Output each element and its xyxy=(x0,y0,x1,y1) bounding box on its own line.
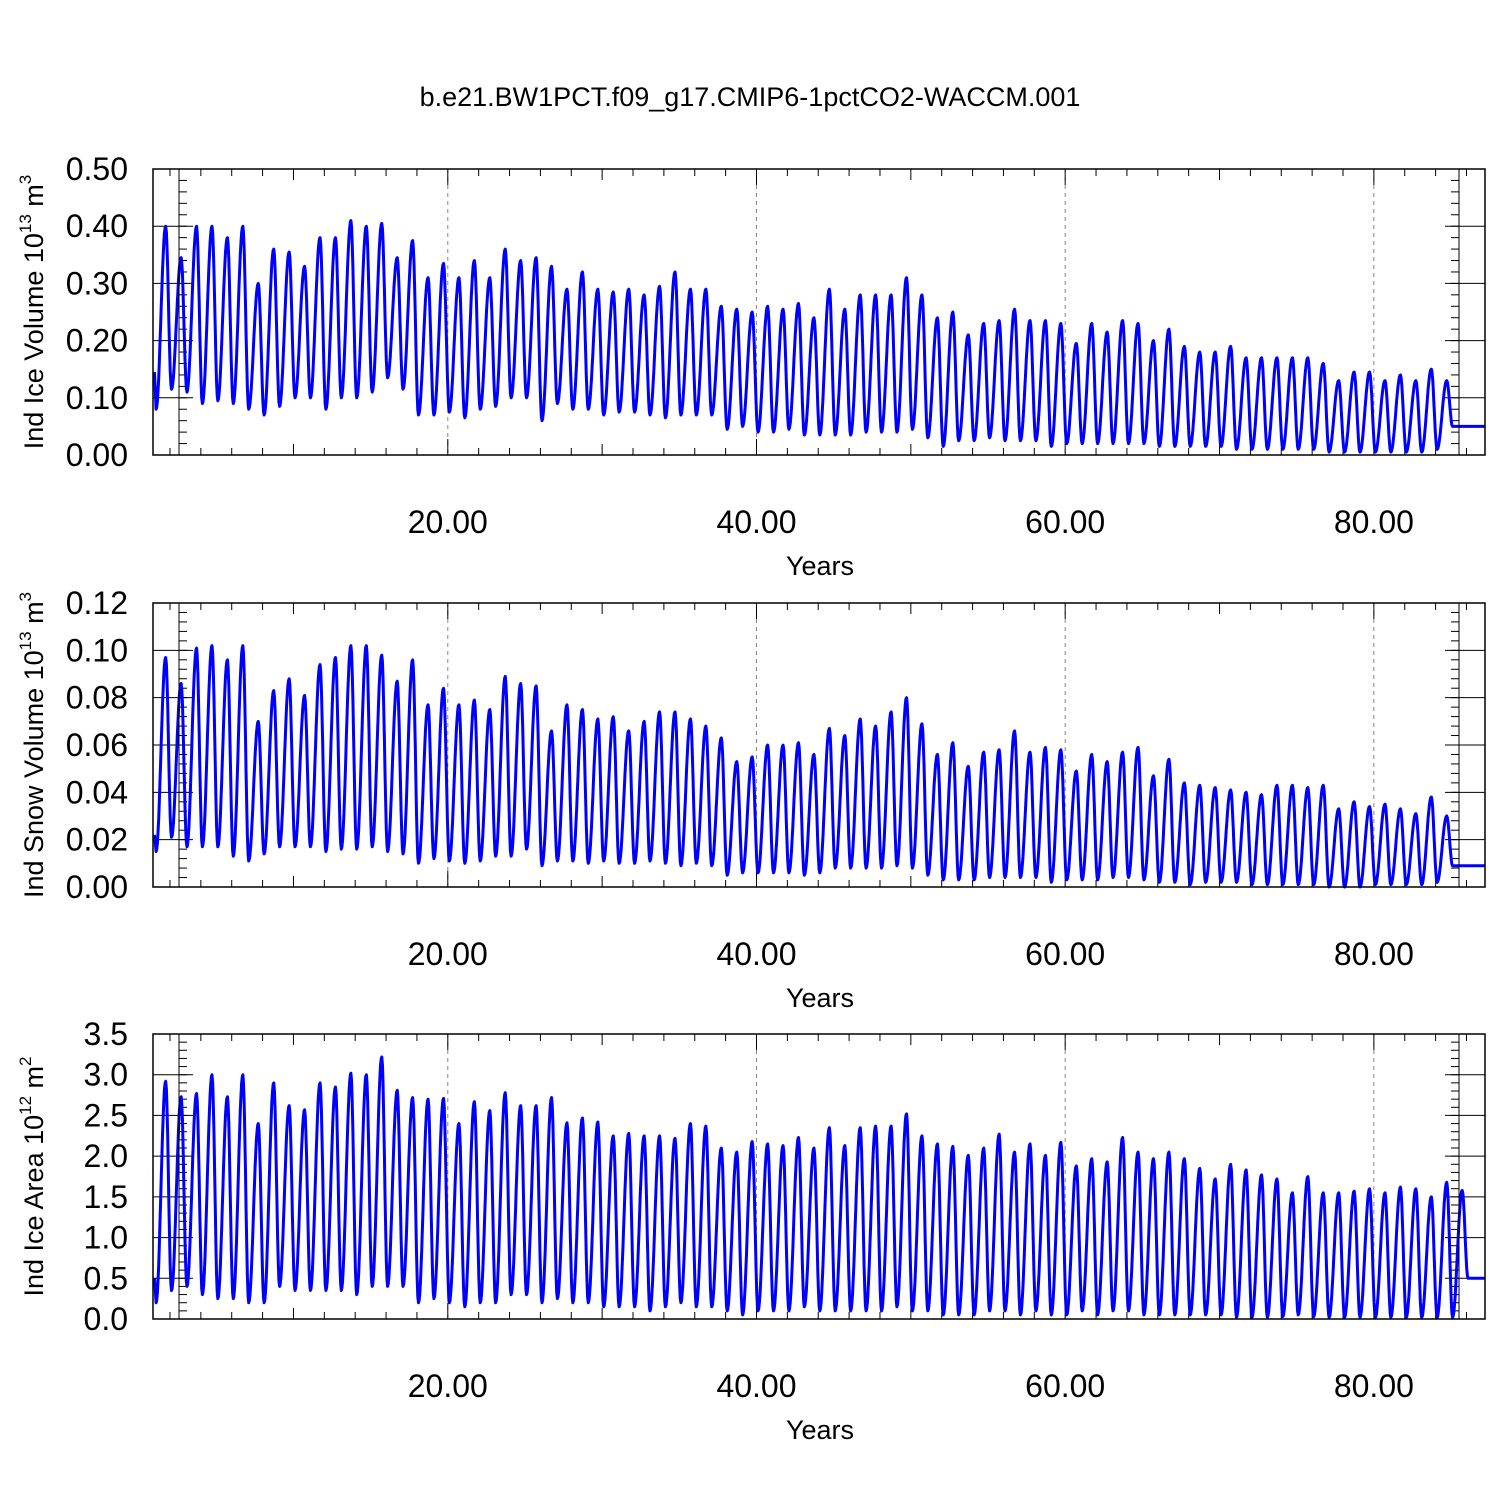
ice-volume-x-tick-label: 40.00 xyxy=(716,504,796,540)
figure-title: b.e21.BW1PCT.f09_g17.CMIP6-1pctCO2-WACCM… xyxy=(420,82,1081,112)
snow-volume-y-axis-label-exp: 13 xyxy=(16,631,35,650)
snow-volume-series-line xyxy=(153,644,1485,889)
snow-volume-y-tick-label: 0.00 xyxy=(66,869,128,905)
ice-area-x-tick-label: 80.00 xyxy=(1334,1368,1414,1404)
ice-area-y-axis-label: Ind Ice Area 1012 m2 xyxy=(16,1056,49,1296)
ice-volume-y-axis-label-exp: 13 xyxy=(16,214,35,233)
snow-volume-y-axis-label-unit-exp: 3 xyxy=(16,592,35,601)
ice-area-y-axis-label-text: Ind Ice Area 10 xyxy=(19,1115,49,1297)
snow-volume-y-tick-label: 0.12 xyxy=(66,585,128,621)
snow-volume-x-tick-label: 80.00 xyxy=(1334,936,1414,972)
snow-volume-plot-frame xyxy=(152,602,1486,888)
ice-area-x-axis-label: Years xyxy=(786,1415,854,1445)
ice-volume-y-axis-label-text: Ind Ice Volume 10 xyxy=(19,233,49,449)
ice-area-y-tick-label: 0.0 xyxy=(84,1301,128,1337)
snow-volume-y-tick-label: 0.02 xyxy=(66,822,128,858)
snow-volume-y-tick-label: 0.04 xyxy=(66,774,128,810)
ice-volume-panel: 0.00 0.10 0.20 0.30 0.40 0.50 20.00 40.00 60.00 8… xyxy=(16,151,1486,581)
ice-volume-series-line xyxy=(153,219,1485,454)
ice-area-y-tick-label: 0.5 xyxy=(84,1260,128,1296)
ice-area-series-line xyxy=(153,1055,1485,1319)
snow-volume-y-axis-label: Ind Snow Volume 1013 m3 xyxy=(16,592,49,898)
ice-area-y-tick-label: 2.0 xyxy=(84,1138,128,1174)
ice-volume-y-tick-label: 0.00 xyxy=(66,437,128,473)
snow-volume-y-tick-label: 0.08 xyxy=(66,680,128,716)
ice-area-y-axis-label-unit-exp: 2 xyxy=(16,1056,35,1065)
ice-area-x-tick-label: 20.00 xyxy=(408,1368,488,1404)
ice-volume-y-tick-label: 0.30 xyxy=(66,265,128,301)
ice-area-x-tick-label: 60.00 xyxy=(1025,1368,1105,1404)
ice-volume-y-tick-label: 0.50 xyxy=(66,151,128,187)
ice-area-y-tick-label: 1.0 xyxy=(84,1220,128,1256)
snow-volume-y-axis-label-unit: m xyxy=(19,601,49,631)
ice-volume-plot-frame xyxy=(152,168,1486,456)
ice-volume-y-axis-label: Ind Ice Volume 1013 m3 xyxy=(16,175,49,450)
ice-volume-y-tick-label: 0.10 xyxy=(66,380,128,416)
ice-volume-y-tick-label: 0.20 xyxy=(66,323,128,359)
ice-volume-x-axis-label: Years xyxy=(786,551,854,581)
ice-area-y-tick-label: 3.0 xyxy=(84,1057,128,1093)
ice-volume-y-axis-label-unit-exp: 3 xyxy=(16,175,35,184)
snow-volume-y-tick-label: 0.06 xyxy=(66,727,128,763)
snow-volume-x-axis-label: Years xyxy=(786,983,854,1013)
ice-area-y-axis-label-exp: 12 xyxy=(16,1096,35,1115)
snow-volume-x-tick-label: 40.00 xyxy=(716,936,796,972)
ice-area-plot-frame xyxy=(152,1033,1486,1320)
snow-volume-x-tick-label: 20.00 xyxy=(408,936,488,972)
ice-volume-y-tick-label: 0.40 xyxy=(66,208,128,244)
ice-volume-y-axis-label-unit: m xyxy=(19,184,49,214)
ice-volume-x-tick-label: 60.00 xyxy=(1025,504,1105,540)
ice-area-y-tick-label: 2.5 xyxy=(84,1097,128,1133)
snow-volume-x-tick-label: 60.00 xyxy=(1025,936,1105,972)
snow-volume-y-axis-label-text: Ind Snow Volume 10 xyxy=(19,650,49,898)
ice-area-y-axis-label-unit: m xyxy=(19,1066,49,1096)
ice-area-panel: 0.0 0.5 1.0 1.5 2.0 2.5 3.0 3.5 20.00 40.00 60.00 8… xyxy=(16,1016,1486,1445)
ice-area-x-tick-label: 40.00 xyxy=(716,1368,796,1404)
ice-area-y-tick-label: 3.5 xyxy=(84,1016,128,1052)
ice-area-y-tick-label: 1.5 xyxy=(84,1179,128,1215)
snow-volume-panel: 0.00 0.02 0.04 0.06 0.08 0.10 0.12 20.00 40.00 60… xyxy=(16,585,1486,1013)
ice-volume-x-tick-label: 80.00 xyxy=(1334,504,1414,540)
snow-volume-y-tick-label: 0.10 xyxy=(66,632,128,668)
ice-volume-x-tick-label: 20.00 xyxy=(408,504,488,540)
